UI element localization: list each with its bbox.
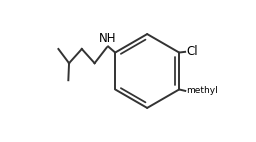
Text: methyl: methyl	[186, 86, 218, 95]
Text: NH: NH	[99, 32, 116, 45]
Text: Cl: Cl	[186, 45, 198, 58]
